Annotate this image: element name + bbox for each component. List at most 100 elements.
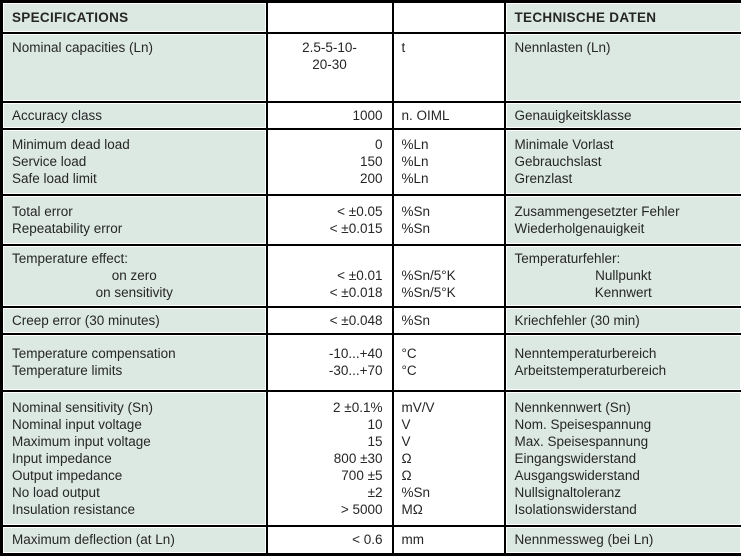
german-cell: Genauigkeitsklasse [505,102,741,129]
value-cell-line: -10...+40 [277,345,383,362]
unit-cell: mm [393,526,505,555]
value-cell-line: 2 ±0.1% [277,399,383,416]
spec-cell-line: Nominal input voltage [12,416,257,433]
spec-cell: Nominal capacities (Ln) [2,33,267,102]
unit-cell-line: n. OIML [402,107,495,124]
unit-cell: n. OIML [393,102,505,129]
unit-cell-line: %Ln [402,136,495,153]
german-cell-line: Max. Speisespannung [515,433,733,450]
value-cell-line: 800 ±30 [277,450,383,467]
spec-cell-line: on zero [12,267,257,284]
german-cell-line: Nennlasten (Ln) [515,39,733,56]
german-cell-line: Kriechfehler (30 min) [515,312,733,329]
header-technische-daten: TECHNISCHE DATEN [505,2,741,33]
spec-cell-line: Nominal capacities (Ln) [12,39,257,56]
header-value-cell [267,2,393,33]
value-cell: < ±0.048 [267,307,393,334]
unit-cell: %Sn [393,307,505,334]
value-cell: 2.5-5-10-20-30 [267,33,393,102]
german-cell-line: Kennwert [515,284,733,301]
german-cell: Nennmessweg (bei Ln) [505,526,741,555]
unit-cell-line: °C [402,345,495,362]
spec-cell-line: Maximum deflection (at Ln) [12,531,257,548]
german-cell-line: Nennkennwert (Sn) [515,399,733,416]
value-cell-line: ±2 [277,484,383,501]
value-cell-line: -30...+70 [277,362,383,379]
german-cell-line: Isolationswiderstand [515,501,733,518]
unit-cell: t [393,33,505,102]
unit-cell-line: mV/V [402,399,495,416]
german-cell-line: Nullsignaltoleranz [515,484,733,501]
unit-cell-line: %Sn/5°K [402,267,495,284]
unit-cell-line: V [402,416,495,433]
spec-cell-line: Temperature compensation [12,345,257,362]
value-cell-line: 2.5-5-10- [277,39,383,56]
header-specifications: SPECIFICATIONS [2,2,267,33]
unit-cell-line: %Ln [402,170,495,187]
german-cell-line: Nullpunkt [515,267,733,284]
german-cell-line: Nom. Speisespannung [515,416,733,433]
spec-cell-line: Accuracy class [12,107,257,124]
spec-cell-line: Temperature effect: [12,250,257,267]
table-row: Nominal sensitivity (Sn)Nominal input vo… [2,391,741,526]
value-cell: < ±0.01< ±0.018 [267,245,393,307]
spec-cell-line: Service load [12,153,257,170]
value-cell-line: 700 ±5 [277,467,383,484]
spec-cell-line: Insulation resistance [12,501,257,518]
german-cell-line: Grenzlast [515,170,733,187]
unit-cell-line: Ω [402,450,495,467]
spec-cell-line: Nominal sensitivity (Sn) [12,399,257,416]
spec-cell-line: Temperature limits [12,362,257,379]
spec-cell-line: Creep error (30 minutes) [12,312,257,329]
header-unit-cell [393,2,505,33]
unit-cell-line: %Sn [402,312,495,329]
spec-cell-line: Minimum dead load [12,136,257,153]
spec-cell-line: Maximum input voltage [12,433,257,450]
unit-cell: °C°C [393,334,505,391]
spec-cell-line: Safe load limit [12,170,257,187]
spec-cell: Nominal sensitivity (Sn)Nominal input vo… [2,391,267,526]
unit-cell-line: %Sn [402,220,495,237]
unit-cell-line: %Sn [402,484,495,501]
value-cell-line: < ±0.01 [277,267,383,284]
german-cell-line: Gebrauchslast [515,153,733,170]
value-cell-line: 200 [277,170,383,187]
value-cell-line: < ±0.015 [277,220,383,237]
spec-cell-line: Output impedance [12,467,257,484]
spec-cell-line: No load output [12,484,257,501]
value-cell: < 0.6 [267,526,393,555]
unit-cell-line: mm [402,531,495,548]
german-cell-line: Zusammengesetzter Fehler [515,203,733,220]
spec-cell-line: Total error [12,203,257,220]
unit-cell: %Sn/5°K%Sn/5°K [393,245,505,307]
spec-cell: Creep error (30 minutes) [2,307,267,334]
german-cell: Kriechfehler (30 min) [505,307,741,334]
value-cell: < ±0.05< ±0.015 [267,195,393,245]
value-cell-line: 15 [277,433,383,450]
spec-cell-line: on sensitivity [12,284,257,301]
german-cell-line: Genauigkeitsklasse [515,107,733,124]
unit-cell-line: t [402,39,495,56]
value-cell-line: < 0.6 [277,531,383,548]
german-cell-line: Minimale Vorlast [515,136,733,153]
table-row: Nominal capacities (Ln) 2.5-5-10-20-30 t Ne… [2,33,741,102]
german-cell-line: Wiederholgenauigkeit [515,220,733,237]
spec-table-body: Nominal capacities (Ln) 2.5-5-10-20-30 t Ne… [2,33,741,555]
unit-cell-line: %Sn/5°K [402,284,495,301]
value-cell-line: > 5000 [277,501,383,518]
table-row: Maximum deflection (at Ln) < 0.6 mm Nennmes… [2,526,741,555]
value-cell-line: < ±0.048 [277,312,383,329]
unit-cell-line: V [402,433,495,450]
